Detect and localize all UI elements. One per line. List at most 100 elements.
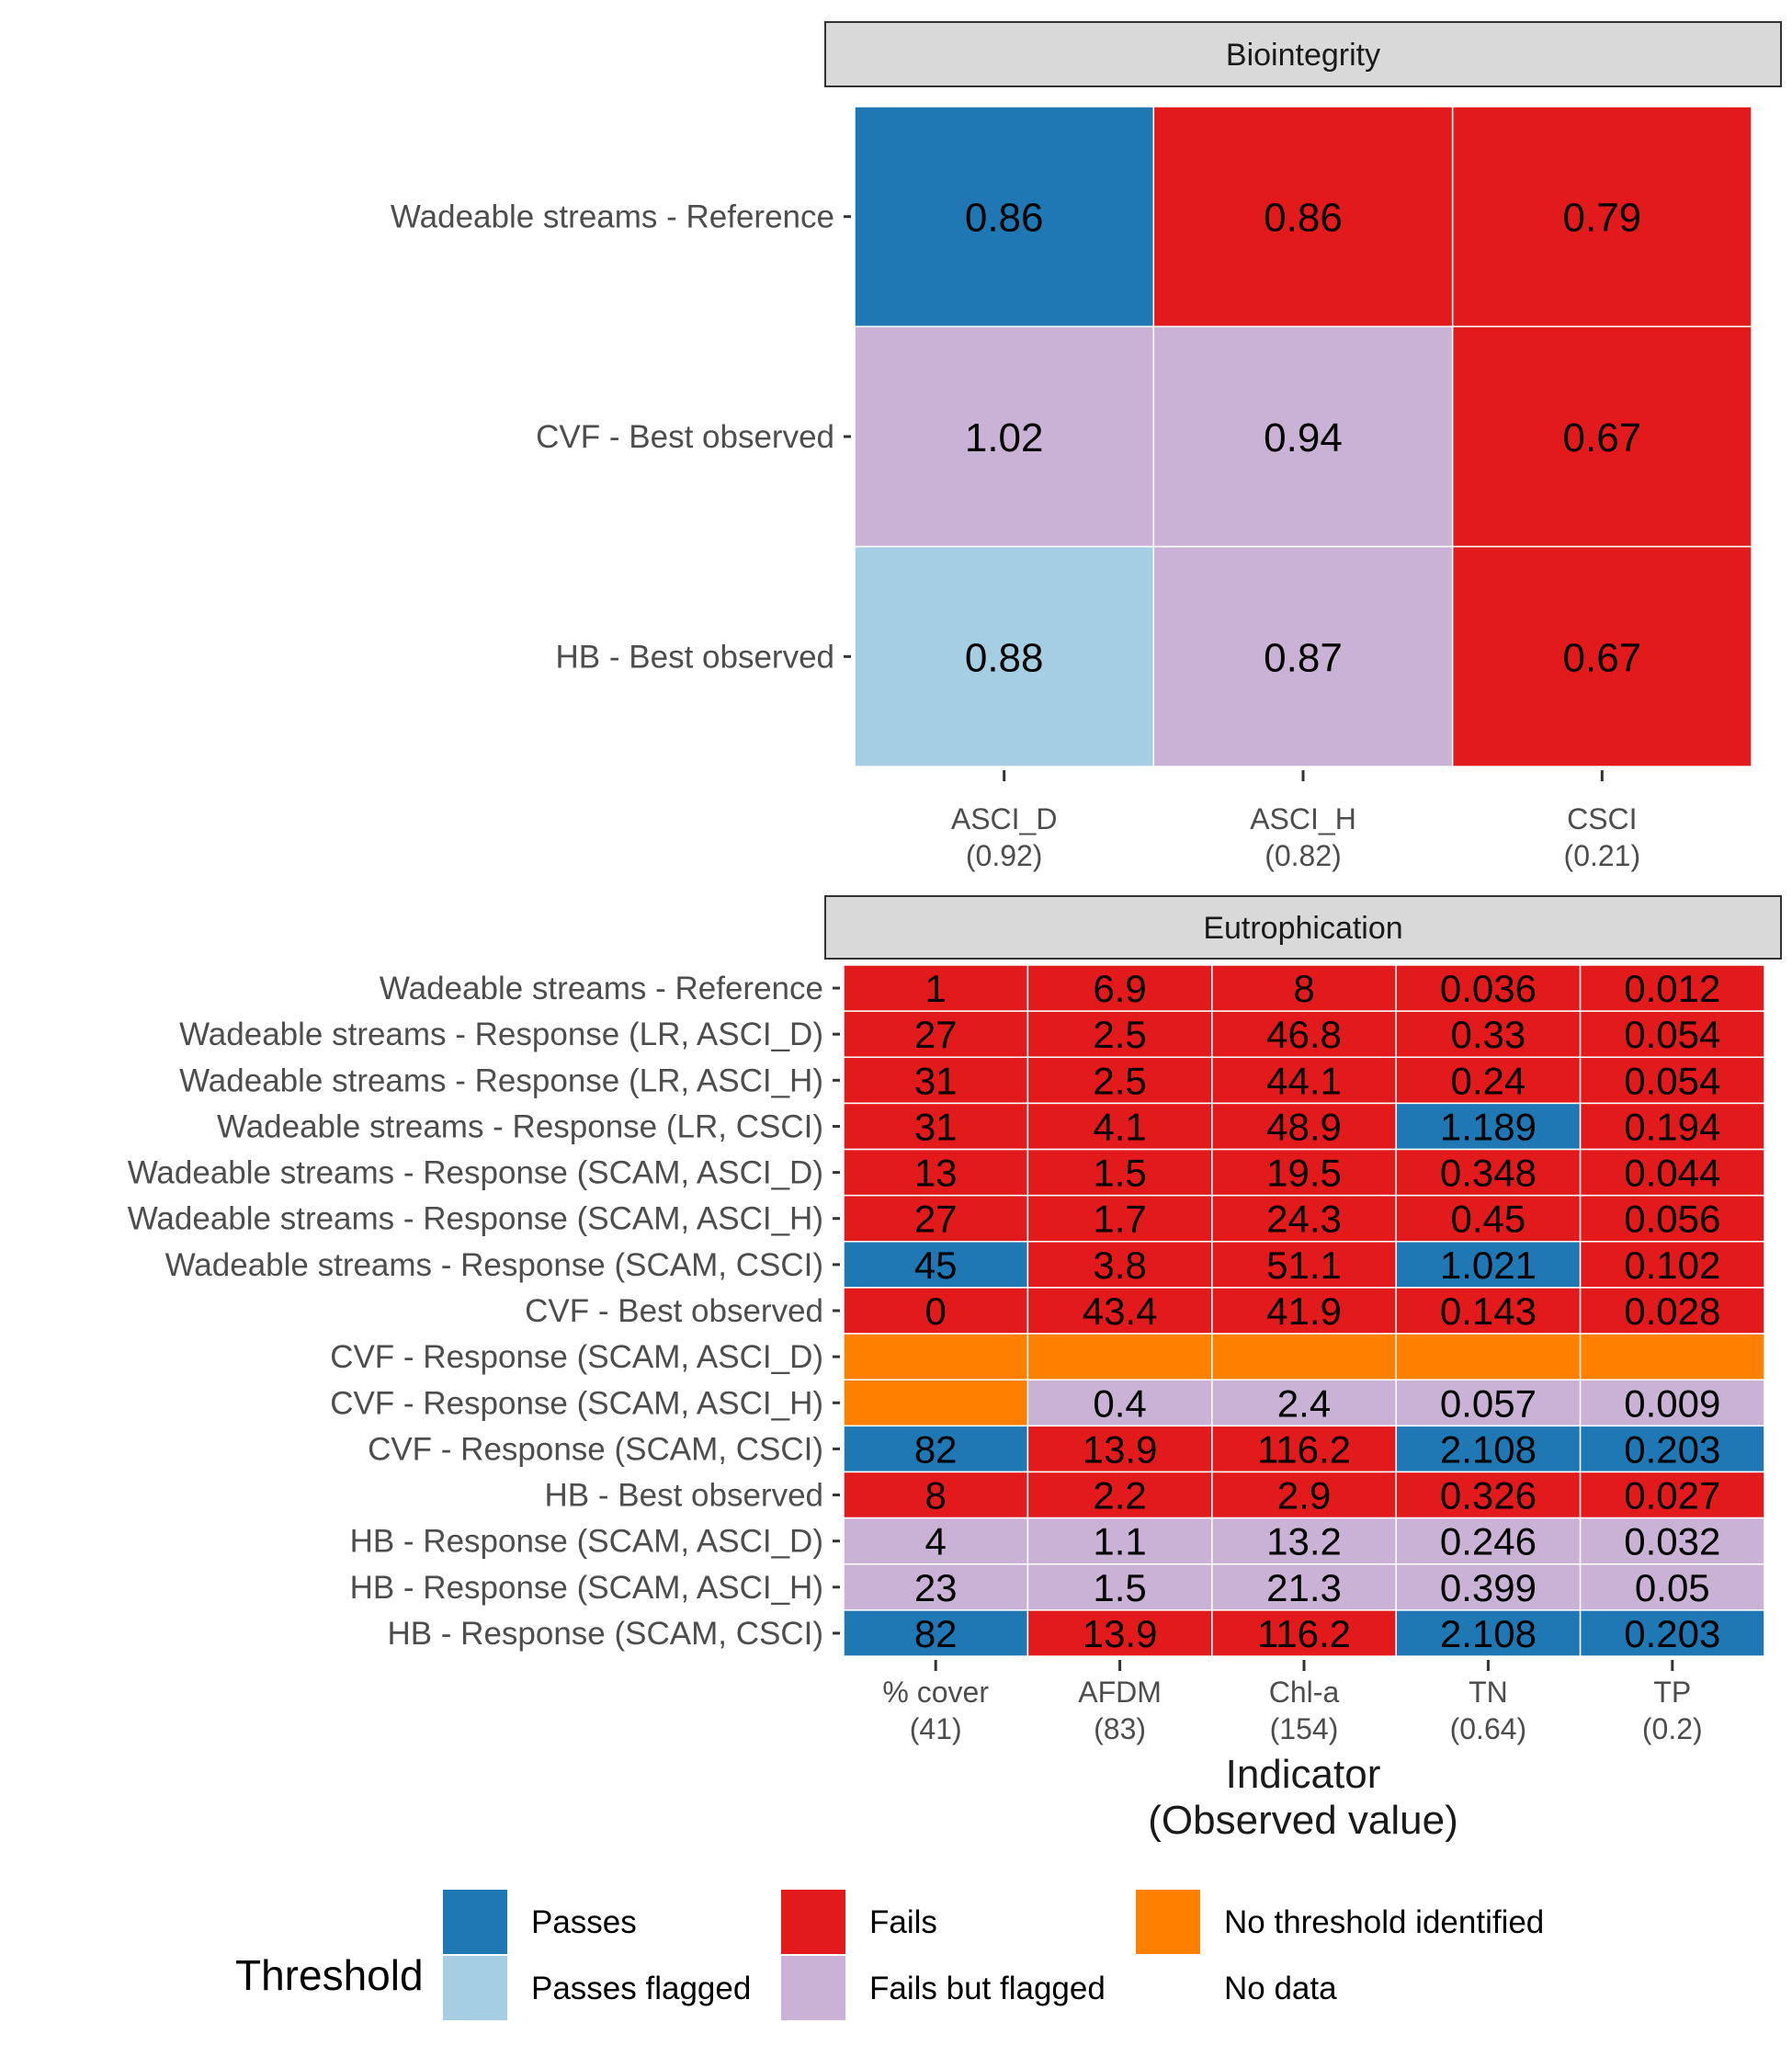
heatmap-cell — [1451, 545, 1752, 767]
cell-value-label: 21.3 — [1266, 1566, 1342, 1609]
cell-value-label: 0.102 — [1624, 1244, 1720, 1287]
x-tick-observed-label: (154) — [1270, 1712, 1339, 1745]
x-tick-label: ASCI_D — [951, 802, 1058, 835]
cell-value-label: 1.5 — [1093, 1566, 1146, 1609]
x-tick-observed-label: (0.21) — [1564, 839, 1641, 872]
x-tick-observed-label: (0.92) — [966, 839, 1043, 872]
cell-value-label: 46.8 — [1266, 1013, 1342, 1056]
cell-value-label: 1.021 — [1440, 1244, 1537, 1287]
cell-value-label: 0.194 — [1624, 1105, 1720, 1148]
cell-value-label: 0.88 — [965, 635, 1044, 680]
cell-value-label: 0.203 — [1624, 1427, 1720, 1471]
legend-label: Fails — [869, 1904, 937, 1940]
heatmap-cell — [843, 1333, 1029, 1381]
heatmap-cell — [1579, 1194, 1765, 1243]
cell-value-label: 2.108 — [1440, 1612, 1537, 1655]
y-tick-label: CVF - Response (SCAM, CSCI) — [368, 1431, 823, 1467]
legend-items: Passes Passes flagged Fails Fails but flagg… — [443, 1890, 1544, 2020]
heatmap-cell — [1395, 1287, 1582, 1335]
cell-value-label: 0.032 — [1624, 1520, 1720, 1563]
heatmap-cell — [1026, 964, 1213, 1012]
cell-value-label: 31 — [914, 1059, 958, 1102]
cell-value-label: 0.05 — [1635, 1566, 1710, 1609]
legend-item-passes: Passes — [443, 1890, 637, 1954]
heatmap-cell — [843, 1562, 1029, 1611]
cell-value-label: 0.45 — [1451, 1198, 1526, 1241]
heatmap-cell — [854, 106, 1155, 328]
cell-value-label: 2.108 — [1440, 1427, 1537, 1471]
heatmap-cell — [1152, 545, 1454, 767]
heatmap-cell — [1579, 964, 1765, 1012]
cell-value-label: 2.4 — [1277, 1381, 1331, 1425]
x-tick-label: Chl-a — [1269, 1676, 1340, 1709]
cell-value-label: 2.9 — [1277, 1474, 1331, 1517]
cell-value-label: 48.9 — [1266, 1105, 1342, 1148]
y-tick-label: Wadeable streams - Response (SCAM, ASCI_… — [128, 1201, 823, 1237]
panel-eutrophication: Eutrophication 1 6.9 8 0.036 0.012 Wadeable st… — [128, 895, 1782, 1745]
heatmap-cell — [1211, 964, 1397, 1012]
cell-value-label: 82 — [914, 1612, 958, 1655]
cell-value-label: 0.94 — [1264, 415, 1343, 460]
heatmap-cell — [1579, 1102, 1765, 1151]
y-tick-label: Wadeable streams - Response (LR, CSCI) — [217, 1108, 823, 1144]
legend-key — [781, 1956, 845, 2020]
legend: Threshold Passes Passes flagged Fails Fails… — [235, 1890, 1544, 2020]
cell-value-label: 0.012 — [1624, 967, 1720, 1010]
cell-value-label: 2.5 — [1093, 1059, 1146, 1102]
cell-value-label: 51.1 — [1266, 1244, 1342, 1287]
y-tick-label: Wadeable streams - Reference — [391, 199, 834, 235]
y-tick-label: Wadeable streams - Response (LR, ASCI_D) — [179, 1017, 823, 1052]
heatmap-cell — [1395, 1517, 1582, 1565]
heatmap-cell — [1579, 1056, 1765, 1105]
heatmap-cell — [843, 1471, 1029, 1519]
cell-value-label: 0.044 — [1624, 1152, 1720, 1195]
cell-value-label: 13.9 — [1083, 1427, 1158, 1471]
cell-value-label: 0.67 — [1563, 635, 1642, 680]
x-axis-title-line-2: (Observed value) — [1148, 1798, 1457, 1843]
x-tick-observed-label: (41) — [910, 1712, 962, 1745]
legend-item-fails: Fails — [781, 1890, 937, 1954]
heatmap-cell — [1579, 1287, 1765, 1335]
panels: Biointegrity 0.86 0.86 0.79 Wadeable streams… — [128, 21, 1782, 1745]
cell-value-label: 24.3 — [1266, 1198, 1342, 1241]
cell-value-label: 0.87 — [1264, 635, 1343, 680]
cell-value-label: 45 — [914, 1244, 958, 1287]
x-tick-observed-label: (0.82) — [1265, 839, 1342, 872]
cell-value-label: 0.056 — [1624, 1198, 1720, 1241]
heatmap-cell — [843, 1425, 1029, 1473]
x-tick-label: TN — [1469, 1676, 1508, 1709]
cell-value-label: 0.33 — [1451, 1013, 1526, 1056]
cell-value-label: 27 — [914, 1013, 958, 1056]
heatmap-cell — [1579, 1562, 1765, 1611]
heatmap-cell — [843, 1241, 1029, 1289]
heatmap-cell — [1211, 1379, 1397, 1427]
cell-value-label: 43.4 — [1083, 1290, 1158, 1333]
cell-value-label: 1.02 — [965, 415, 1044, 460]
legend-key — [781, 1890, 845, 1954]
strip-biointegrity — [824, 21, 1782, 87]
heatmap-cell — [1451, 106, 1752, 328]
heatmap-cell — [1026, 1379, 1213, 1427]
x-tick-label: CSCI — [1567, 802, 1637, 835]
heatmap-cell — [1026, 1102, 1213, 1151]
heatmap-cell — [843, 1010, 1029, 1059]
heatmap-cell — [1395, 1379, 1582, 1427]
heatmap-cell — [843, 1609, 1029, 1657]
cell-value-label: 1.5 — [1093, 1152, 1146, 1195]
strip-eutrophication — [824, 895, 1782, 960]
cell-value-label: 13 — [914, 1152, 958, 1195]
y-tick-label: Wadeable streams - Reference — [380, 971, 823, 1006]
cell-value-label: 0.4 — [1093, 1381, 1146, 1425]
cell-value-label: 0.348 — [1440, 1152, 1537, 1195]
y-tick-label: CVF - Response (SCAM, ASCI_D) — [330, 1339, 823, 1375]
heatmap-cell — [1211, 1562, 1397, 1611]
cell-value-label: 8 — [925, 1474, 947, 1517]
x-tick-observed-label: (0.2) — [1642, 1712, 1703, 1745]
heatmap-cell — [1211, 1333, 1397, 1381]
heatmap-cell — [1026, 1148, 1213, 1197]
heatmap-cell — [1579, 1333, 1765, 1381]
y-tick-label: CVF - Best observed — [536, 419, 834, 455]
heatmap-cell — [1395, 1425, 1582, 1473]
heatmap-cell — [843, 964, 1029, 1012]
